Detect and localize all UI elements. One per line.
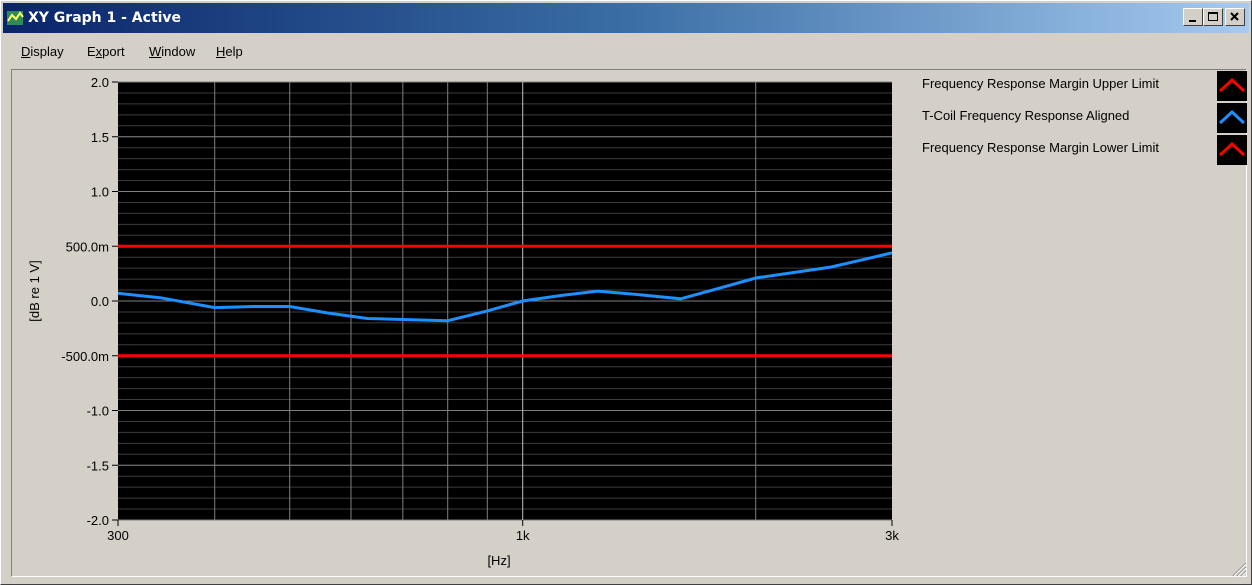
legend-label-upper-limit: Frequency Response Margin Upper Limit: [922, 76, 1159, 91]
chevron-up-icon: [1218, 109, 1246, 125]
menu-export[interactable]: Export: [87, 44, 125, 60]
chevron-up-icon: [1218, 77, 1246, 93]
x-tick-label: 1k: [516, 528, 530, 543]
y-tick-label: -2.0: [87, 513, 109, 528]
menu-window[interactable]: Window: [149, 44, 195, 60]
legend-swatch-lower-limit[interactable]: [1217, 135, 1247, 165]
menu-display[interactable]: Display: [21, 44, 64, 60]
x-tick-label: 3k: [885, 528, 899, 543]
menu-bar: Display Export Window Help: [3, 35, 1249, 67]
y-tick-label: 0.0: [91, 294, 109, 309]
close-button[interactable]: [1225, 8, 1245, 26]
y-tick-label: 2.0: [91, 75, 109, 90]
maximize-icon: [1208, 12, 1218, 21]
menu-export-mnemonic: x: [95, 44, 103, 59]
chevron-up-icon: [1218, 141, 1246, 157]
y-tick-label: -1.5: [87, 458, 109, 473]
resize-grip-icon[interactable]: [1229, 559, 1247, 577]
minimize-button[interactable]: [1183, 8, 1203, 26]
y-tick-label: -500.0m: [61, 349, 109, 364]
y-axis-label: [dB re 1 V]: [27, 260, 42, 321]
y-tick-label: 1.5: [91, 130, 109, 145]
legend-swatch-tcoil-response[interactable]: [1217, 103, 1247, 133]
legend-swatch-upper-limit[interactable]: [1217, 71, 1247, 101]
y-tick-label: 500.0m: [66, 239, 109, 254]
x-tick-label: 300: [107, 528, 129, 543]
menu-window-mnemonic: W: [149, 44, 162, 59]
menu-display-rest: isplay: [30, 44, 64, 59]
y-tick-label: -1.0: [87, 404, 109, 419]
menu-help-rest: elp: [225, 44, 243, 59]
y-tick-label: 1.0: [91, 185, 109, 200]
menu-display-mnemonic: D: [21, 44, 31, 59]
legend-label-tcoil-response: T-Coil Frequency Response Aligned: [922, 108, 1130, 123]
graph-panel: 2.0 1.5 1.0 500.0m 0.0 -500.0m -1.0 -1.5 -2.0 300…: [11, 69, 1247, 577]
series-line-1: [117, 251, 893, 323]
xy-graph[interactable]: 2.0 1.5 1.0 500.0m 0.0 -500.0m -1.0 -1.5 -2.0300…: [12, 70, 1246, 576]
menu-window-rest: indow: [161, 44, 196, 59]
legend-label-lower-limit: Frequency Response Margin Lower Limit: [922, 140, 1159, 155]
window-title: XY Graph 1 - Active: [28, 10, 182, 26]
menu-export-pre: E: [87, 44, 96, 59]
menu-export-rest: port: [102, 44, 125, 59]
menu-help-mnemonic: H: [216, 44, 226, 59]
title-bar[interactable]: XY Graph 1 - Active: [3, 3, 1249, 33]
x-axis-label: [Hz]: [487, 553, 510, 568]
ap-graph-icon: [7, 11, 24, 25]
menu-help[interactable]: Help: [216, 44, 243, 60]
maximize-button[interactable]: [1203, 8, 1223, 26]
minimize-icon: [1189, 20, 1196, 22]
close-icon: [1230, 12, 1239, 21]
